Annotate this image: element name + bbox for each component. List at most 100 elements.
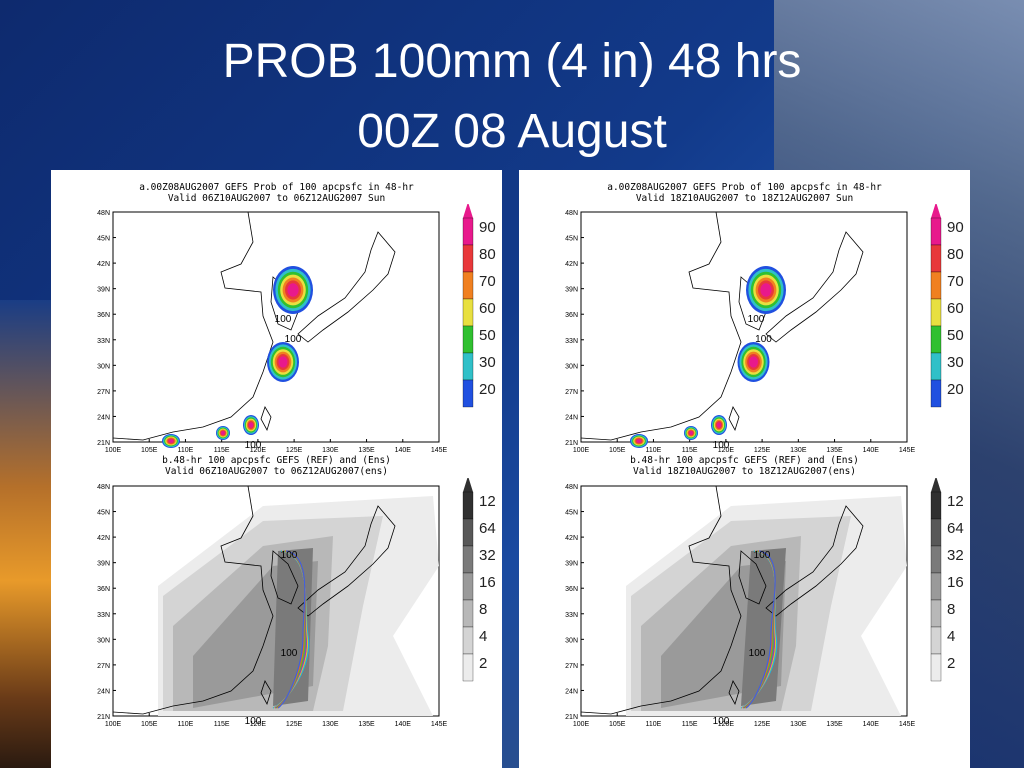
prob-legend-swatch bbox=[462, 325, 474, 354]
contour-label: 100 bbox=[281, 648, 298, 659]
lon-label: 115E bbox=[682, 721, 698, 728]
lat-label: 39N bbox=[565, 287, 578, 294]
prob-fill bbox=[287, 283, 299, 297]
left-top-title-1: a.00Z08AUG2007 GEFS Prob of 100 apcpsfc … bbox=[139, 182, 414, 193]
lon-label: 105E bbox=[141, 721, 158, 728]
prob-legend-label: 90 bbox=[479, 219, 496, 236]
lat-label: 39N bbox=[97, 561, 110, 568]
lat-label: 36N bbox=[565, 586, 578, 593]
japan-coast bbox=[297, 505, 396, 617]
prob-blob-korea bbox=[273, 266, 313, 314]
amount-legend-swatch bbox=[462, 545, 474, 574]
lon-label: 145E bbox=[431, 447, 448, 454]
lon-label: 125E bbox=[754, 447, 771, 454]
lat-label: 45N bbox=[97, 236, 110, 243]
prob-legend-swatch bbox=[930, 244, 942, 273]
lon-label: 105E bbox=[609, 447, 626, 454]
lat-label: 36N bbox=[565, 312, 578, 319]
left-forecast-panel: a.00Z08AUG2007 GEFS Prob of 100 apcpsfc … bbox=[51, 170, 502, 768]
lat-label: 36N bbox=[97, 312, 110, 319]
lon-label: 105E bbox=[141, 447, 158, 454]
amount-legend-label: 4 bbox=[479, 628, 487, 645]
china-coast bbox=[580, 485, 742, 715]
amount-legend-swatch bbox=[462, 653, 474, 682]
taiwan-coast bbox=[260, 406, 272, 432]
lon-label: 110E bbox=[646, 447, 662, 454]
lon-label: 105E bbox=[609, 721, 626, 728]
lat-label: 45N bbox=[565, 510, 578, 517]
taiwan-coast bbox=[728, 406, 740, 432]
prob-legend-label: 60 bbox=[947, 300, 964, 317]
lon-label: 130E bbox=[790, 447, 807, 454]
contour-label: 100 bbox=[245, 440, 262, 451]
lat-label: 33N bbox=[565, 612, 578, 619]
prob-legend-label: 30 bbox=[947, 354, 964, 371]
contour-label: 100 bbox=[245, 716, 262, 727]
contour-label: 100 bbox=[281, 550, 298, 561]
prob-legend-label: 80 bbox=[947, 246, 964, 263]
prob-legend-swatch bbox=[462, 379, 474, 408]
lat-label: 45N bbox=[97, 510, 110, 517]
amount-legend-swatch bbox=[462, 599, 474, 628]
lat-label: 42N bbox=[565, 535, 578, 542]
slide-subtitle: 00Z 08 August bbox=[357, 105, 667, 158]
lat-label: 42N bbox=[97, 535, 110, 542]
lat-label: 30N bbox=[97, 363, 110, 370]
amount-legend-label: 64 bbox=[947, 520, 964, 537]
prob-legend-swatch bbox=[930, 298, 942, 327]
prob-legend-label: 70 bbox=[479, 273, 496, 290]
lon-label: 135E bbox=[358, 447, 375, 454]
amount-legend-label: 8 bbox=[947, 601, 955, 618]
ensemble-contour bbox=[277, 550, 306, 709]
lon-label: 120E bbox=[718, 721, 735, 728]
lon-label: 100E bbox=[105, 721, 122, 728]
lat-label: 39N bbox=[97, 287, 110, 294]
china-coast bbox=[112, 485, 274, 715]
taiwan-coast bbox=[260, 680, 272, 706]
left-top-title-2: Valid 06Z10AUG2007 to 06Z12AUG2007 Sun bbox=[167, 193, 386, 204]
lon-label: 115E bbox=[214, 721, 230, 728]
amount-legend-label: 32 bbox=[947, 547, 964, 564]
prob-legend-label: 30 bbox=[479, 354, 496, 371]
contour-label: 100 bbox=[713, 440, 730, 451]
amount-legend-swatch bbox=[930, 599, 942, 628]
prob-blob-east-china-sea bbox=[737, 342, 770, 382]
amount-legend-label: 32 bbox=[479, 547, 496, 564]
china-coast bbox=[580, 211, 742, 441]
contour-label: 100 bbox=[713, 716, 730, 727]
prob-fill bbox=[749, 356, 758, 368]
prob-legend-arrow bbox=[931, 204, 941, 218]
lon-label: 100E bbox=[573, 721, 590, 728]
contour-label: 100 bbox=[754, 550, 771, 561]
lat-label: 42N bbox=[97, 261, 110, 268]
prob-blob-south-china-2 bbox=[162, 434, 180, 448]
lat-label: 48N bbox=[565, 210, 578, 217]
lat-label: 27N bbox=[565, 663, 578, 670]
lat-label: 45N bbox=[565, 236, 578, 243]
amount-legend-swatch bbox=[930, 626, 942, 655]
right-top-title-1: a.00Z08AUG2007 GEFS Prob of 100 apcpsfc … bbox=[607, 182, 882, 193]
amount-legend-swatch bbox=[462, 572, 474, 601]
prob-fill bbox=[760, 283, 772, 297]
prob-blob-south-china-1 bbox=[684, 426, 698, 440]
prob-fill bbox=[716, 422, 722, 428]
prob-blob-south-china-1 bbox=[216, 426, 230, 440]
ensemble-contour bbox=[745, 550, 776, 709]
prob-legend-label: 90 bbox=[947, 219, 964, 236]
china-coast bbox=[112, 211, 274, 441]
lat-label: 24N bbox=[97, 414, 110, 421]
right-bottom-title-2: Valid 18Z10AUG2007 to 18Z12AUG2007(ens) bbox=[632, 466, 857, 477]
left-bottom-title-1: b.48-hr 100 apcpsfc GEFS (REF) and (Ens) bbox=[162, 455, 391, 466]
taiwan-coast bbox=[728, 680, 740, 706]
amount-legend-label: 16 bbox=[479, 574, 496, 591]
lon-label: 125E bbox=[286, 447, 303, 454]
amount-legend-label: 64 bbox=[479, 520, 496, 537]
amount-legend-swatch bbox=[462, 518, 474, 547]
lat-label: 48N bbox=[97, 210, 110, 217]
amount-legend-label: 12 bbox=[947, 493, 964, 510]
probability-frame bbox=[112, 211, 440, 443]
